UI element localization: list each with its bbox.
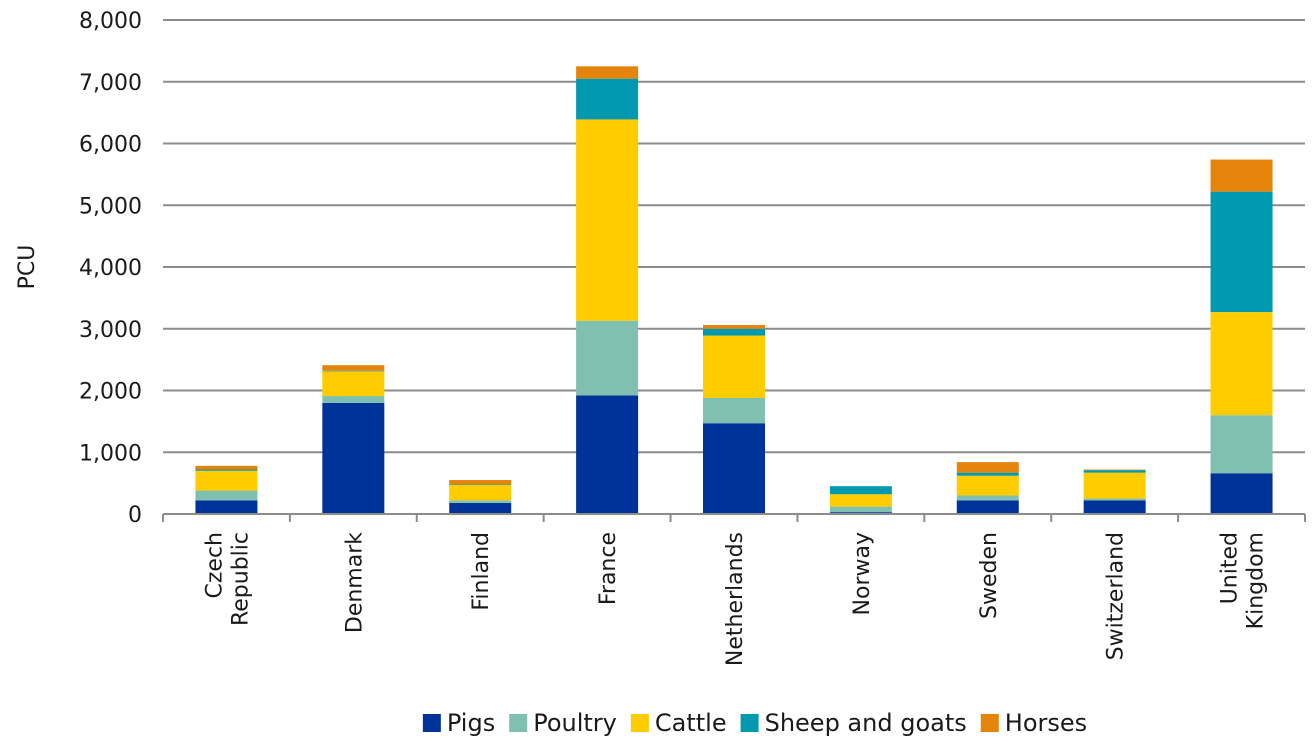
category-label: Switzerland [1104, 532, 1129, 660]
bar-segment [1083, 498, 1146, 501]
category-label: Finland [469, 532, 494, 611]
bar-segment [1210, 473, 1273, 514]
bar-stack [1210, 159, 1273, 514]
bar-segment [322, 396, 385, 403]
y-axis-ticks: 0 1,000 2,000 3,000 4,000 5,000 6,000 7,000 8,00… [79, 9, 142, 528]
bar-segment [1083, 470, 1146, 473]
category-label: France [596, 532, 621, 605]
bar-segment [195, 470, 258, 491]
bar-segment [703, 335, 765, 398]
legend-item: Sheep and goats [740, 709, 967, 737]
bar-segment [1083, 472, 1146, 499]
bar-segment [956, 495, 1019, 501]
legend-swatch [422, 714, 441, 732]
legend-item: Cattle [630, 709, 727, 737]
bar-segment [829, 494, 892, 507]
category-label: CzechRepublic [202, 532, 253, 626]
legend-swatch [509, 714, 528, 732]
bar-segment [322, 402, 385, 514]
bar-segment [195, 465, 258, 470]
bar-stack [195, 465, 258, 514]
bar-segment [1083, 469, 1146, 471]
bar-segment [322, 365, 385, 371]
bar-segment [576, 66, 639, 79]
bar-segment [703, 397, 765, 424]
bar-stack [322, 365, 385, 514]
y-tick-label: 4,000 [79, 256, 142, 281]
legend-item: Poultry [509, 709, 617, 737]
category-labels: CzechRepublic Denmark Finland France Netherl… [202, 532, 1268, 666]
bar-stack [956, 462, 1019, 514]
legend-label: Sheep and goats [765, 709, 967, 737]
bars [195, 66, 1273, 514]
bar-segment [1210, 191, 1273, 313]
y-tick-label: 8,000 [79, 9, 142, 34]
bar-segment [576, 395, 639, 514]
bar-segment [449, 484, 512, 485]
y-tick-label: 7,000 [79, 71, 142, 96]
bar-segment [829, 486, 892, 495]
bar-segment [322, 370, 385, 372]
bar-segment [956, 500, 1019, 514]
bar-segment [956, 462, 1019, 473]
bar-segment [1210, 312, 1273, 416]
category-label: Netherlands [723, 532, 748, 666]
legend-label: Poultry [533, 709, 617, 737]
bar-segment [576, 78, 639, 120]
bar-segment [449, 500, 512, 503]
category-label: Norway [850, 532, 875, 615]
x-axis-ticks [162, 514, 1306, 522]
category-label: Sweden [977, 532, 1002, 619]
bar-segment [1083, 500, 1146, 514]
bar-segment [829, 506, 892, 513]
y-tick-label: 1,000 [79, 441, 142, 466]
legend-label: Cattle [655, 709, 727, 737]
bar-segment [195, 490, 258, 501]
category-label: Denmark [342, 532, 367, 633]
bar-segment [449, 484, 512, 501]
legend-swatch [630, 714, 649, 732]
bar-segment [195, 469, 258, 471]
legend-item: Pigs [422, 709, 495, 737]
bar-segment [703, 325, 765, 329]
bar-segment [956, 472, 1019, 476]
bar-segment [449, 502, 512, 514]
y-tick-label: 0 [128, 503, 142, 528]
category-label: UnitedKingdom [1218, 532, 1269, 629]
legend-swatch [740, 714, 759, 732]
y-tick-label: 6,000 [79, 133, 142, 158]
bar-segment [1210, 159, 1273, 192]
bar-stack [1083, 469, 1146, 514]
bar-segment [576, 119, 639, 321]
legend: Pigs Poultry Cattle Sheep and goats Horses [422, 709, 1087, 737]
y-tick-label: 2,000 [79, 380, 142, 405]
bar-stack [829, 486, 892, 514]
y-tick-label: 5,000 [79, 194, 142, 219]
bar-segment [956, 475, 1019, 496]
bar-segment [322, 371, 385, 397]
y-axis-label: PCU [15, 245, 40, 290]
bar-stack [576, 66, 639, 514]
bar-segment [449, 480, 512, 485]
bar-segment [576, 320, 639, 396]
legend-label: Pigs [447, 709, 495, 737]
bar-segment [703, 423, 765, 514]
bar-segment [1210, 415, 1273, 474]
legend-swatch [980, 714, 999, 732]
legend-item: Horses [980, 709, 1087, 737]
bar-segment [703, 328, 765, 336]
legend-label: Horses [1005, 709, 1087, 737]
bar-stack [703, 325, 765, 514]
bar-segment [195, 500, 258, 514]
bar-stack [449, 480, 512, 514]
y-tick-label: 3,000 [79, 318, 142, 343]
